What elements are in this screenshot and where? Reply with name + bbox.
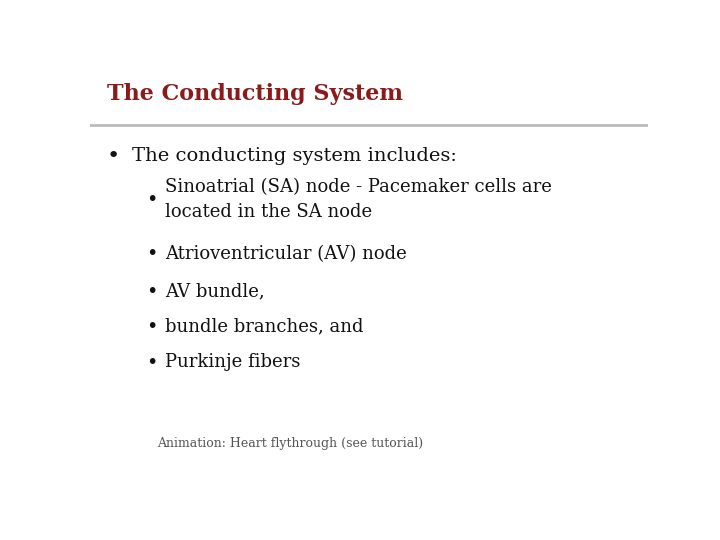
Text: Purkinje fibers: Purkinje fibers — [166, 353, 301, 371]
Text: •: • — [145, 245, 157, 264]
Text: •: • — [107, 146, 120, 166]
Text: The conducting system includes:: The conducting system includes: — [132, 147, 456, 165]
Text: Sinoatrial (SA) node - Pacemaker cells are
located in the SA node: Sinoatrial (SA) node - Pacemaker cells a… — [166, 178, 552, 221]
Text: Animation: Heart flythrough (see tutorial): Animation: Heart flythrough (see tutoria… — [157, 437, 423, 450]
Text: •: • — [145, 353, 157, 372]
Text: •: • — [145, 282, 157, 301]
Text: Atrioventricular (AV) node: Atrioventricular (AV) node — [166, 245, 407, 263]
Text: The Conducting System: The Conducting System — [107, 83, 402, 105]
Text: •: • — [145, 318, 157, 336]
Text: AV bundle,: AV bundle, — [166, 282, 265, 300]
Text: bundle branches, and: bundle branches, and — [166, 318, 364, 336]
Text: •: • — [145, 191, 157, 210]
